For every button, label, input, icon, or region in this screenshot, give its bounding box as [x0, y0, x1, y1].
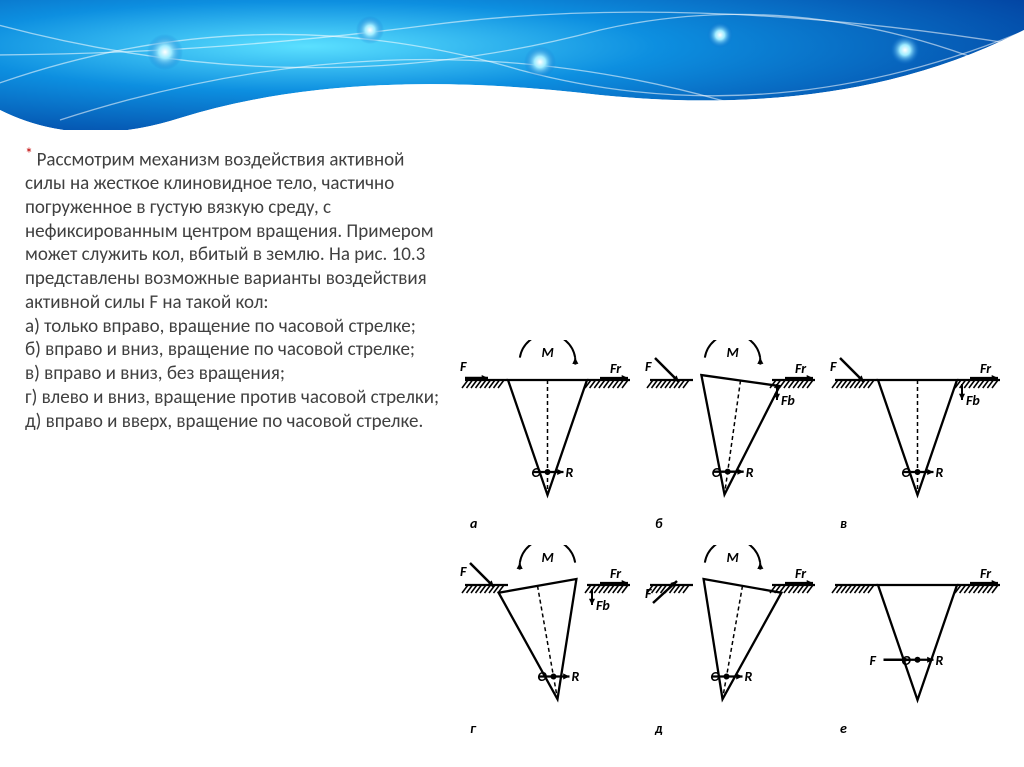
wedge-г: MFFrFbORг: [460, 545, 635, 740]
item-a: а) только вправо, вращение по часовой ст…: [25, 315, 416, 338]
diagram-area: MFFrORаMFFrFbORбFFrFbORв MFFrFbORгMFFrORд…: [460, 340, 1020, 750]
bullet-star: *: [25, 145, 33, 164]
wedge-svg: [460, 340, 635, 535]
wedge-svg: [830, 340, 1005, 535]
banner-svg: [0, 0, 1024, 130]
item-v: в) вправо и вниз, без вращения;: [25, 362, 285, 385]
wedge-е: FFrORе: [830, 545, 1005, 740]
item-d: д) вправо и вверх, вращение по часовой с…: [25, 410, 423, 433]
banner: [0, 0, 1024, 130]
text-block: * Рассмотрим механизм воздействия активн…: [25, 145, 445, 433]
wedge-svg: [645, 340, 820, 535]
wedge-svg: [830, 545, 1005, 740]
wedge-б: MFFrFbORб: [645, 340, 820, 535]
wedge-а: MFFrORа: [460, 340, 635, 535]
wedge-svg: [460, 545, 635, 740]
wedge-д: MFFrORд: [645, 545, 820, 740]
wedge-в: FFrFbORв: [830, 340, 1005, 535]
wedge-svg: [645, 545, 820, 740]
paragraph-intro: Рассмотрим механизм воздействия активной…: [25, 148, 434, 314]
item-b: б) вправо и вниз, вращение по часовой ст…: [25, 338, 415, 361]
item-g: г) влево и вниз, вращение против часовой…: [25, 386, 439, 409]
slide: * Рассмотрим механизм воздействия активн…: [0, 0, 1024, 767]
